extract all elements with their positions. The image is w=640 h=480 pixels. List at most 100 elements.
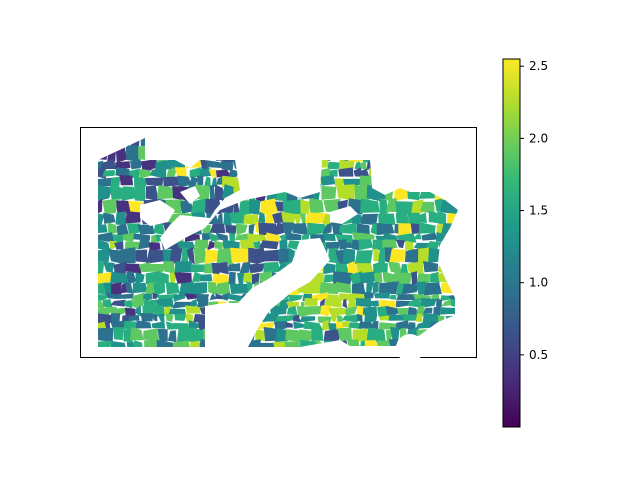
- map-region: [436, 176, 453, 187]
- map-region: [275, 201, 284, 212]
- map-region: [234, 233, 251, 241]
- map-region: [392, 170, 405, 177]
- map-region: [373, 272, 383, 285]
- map-region: [335, 281, 352, 294]
- map-region: [124, 263, 142, 275]
- map-region: [124, 241, 140, 250]
- map-region: [98, 224, 108, 233]
- map-region: [174, 261, 193, 273]
- map-region: [373, 261, 383, 275]
- map-region: [181, 247, 189, 265]
- map-region: [307, 306, 322, 315]
- map-region: [437, 147, 453, 160]
- map-region: [125, 145, 141, 163]
- map-region: [102, 170, 115, 177]
- map-region: [123, 320, 139, 330]
- map-region: [135, 320, 152, 329]
- map-region: [409, 138, 425, 149]
- map-region: [222, 175, 240, 188]
- colorbar-tick-label: 0.5: [529, 348, 548, 362]
- map-region: [454, 305, 458, 317]
- map-region: [396, 300, 411, 308]
- map-region: [370, 321, 379, 330]
- map-region: [126, 271, 137, 285]
- map-region: [441, 248, 454, 265]
- map-region: [177, 175, 192, 188]
- map-region: [204, 263, 214, 274]
- map-region: [98, 177, 113, 187]
- map-region: [358, 239, 373, 251]
- map-region: [124, 307, 136, 317]
- map-region: [380, 263, 388, 275]
- map-region: [439, 295, 452, 302]
- map-region: [130, 327, 144, 341]
- map-region: [222, 147, 239, 162]
- map-region: [178, 281, 194, 296]
- water-body: [180, 186, 200, 204]
- map-region: [396, 282, 405, 296]
- map-region: [265, 178, 274, 186]
- map-region: [328, 138, 347, 149]
- map-region: [163, 261, 176, 274]
- colorbar-tick-label: 2.5: [529, 59, 548, 73]
- map-region: [353, 167, 363, 177]
- map-region: [151, 313, 158, 322]
- map-region: [355, 263, 374, 274]
- map-region: [208, 169, 218, 179]
- map-region: [298, 146, 308, 163]
- map-region: [105, 292, 118, 299]
- map-region: [228, 306, 244, 317]
- map-region: [405, 159, 419, 171]
- map-region: [112, 234, 124, 243]
- map-region: [245, 294, 255, 302]
- map-region: [130, 298, 146, 308]
- map-region: [330, 146, 349, 161]
- map-region: [364, 340, 379, 347]
- map-region: [119, 138, 132, 147]
- map-region: [285, 329, 300, 343]
- map-region: [362, 147, 383, 163]
- map-region: [275, 184, 289, 202]
- map-region: [433, 340, 446, 347]
- map-region: [363, 292, 374, 300]
- map-region: [423, 282, 442, 296]
- map-region: [451, 175, 458, 186]
- map-region: [209, 138, 226, 149]
- map-region: [384, 161, 393, 170]
- map-region: [325, 298, 342, 308]
- map-region: [307, 222, 326, 236]
- map-region: [438, 328, 450, 343]
- map-region: [149, 167, 167, 179]
- map-region: [402, 313, 418, 321]
- map-region: [385, 305, 400, 317]
- map-region: [248, 224, 255, 235]
- map-region: [222, 313, 239, 322]
- map-region: [368, 300, 379, 307]
- map-region: [441, 298, 454, 307]
- map-region: [279, 233, 289, 243]
- map-region: [137, 224, 155, 235]
- map-region: [420, 168, 430, 176]
- map-region: [191, 282, 208, 296]
- map-region: [435, 298, 442, 308]
- map-region: [191, 328, 204, 342]
- map-region: [379, 281, 399, 295]
- map-region: [120, 247, 136, 264]
- map-region: [237, 272, 245, 285]
- map-region: [98, 248, 111, 262]
- map-region: [423, 261, 439, 273]
- choropleth-regions: [98, 138, 458, 347]
- map-region: [199, 306, 211, 315]
- map-region: [146, 249, 164, 264]
- map-region: [193, 239, 209, 249]
- map-region: [138, 239, 151, 250]
- map-region: [229, 232, 236, 243]
- map-region: [285, 322, 293, 328]
- map-region: [244, 145, 263, 162]
- map-region: [402, 283, 420, 295]
- map-region: [422, 147, 432, 163]
- map-region: [190, 264, 205, 273]
- map-region: [107, 222, 118, 236]
- map-region: [289, 295, 304, 302]
- map-region: [209, 223, 226, 234]
